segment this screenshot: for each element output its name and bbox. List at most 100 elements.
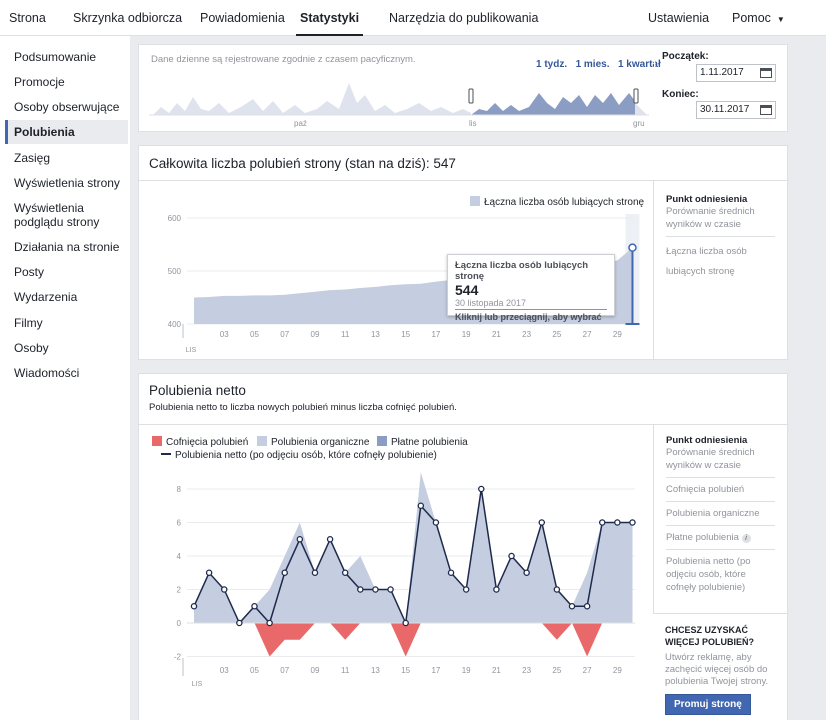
timeline-label-dec: gru [633,119,645,128]
x-tick-label: 29 [613,330,622,339]
legend-label-organic: Polubienia organiczne [271,437,370,448]
sidebar-item-reach[interactable]: Zasięg [14,151,51,165]
range-1-month-link[interactable]: 1 mies. [575,59,610,70]
calendar-icon[interactable] [760,105,772,115]
benchmark-metric-unlikes[interactable]: Cofnięcia polubień [666,484,745,495]
net-likes-point [387,586,394,593]
x-tick-label: 21 [492,666,501,675]
legend-unlikes[interactable]: Cofnięcia polubień [152,436,248,448]
calendar-icon[interactable] [760,68,772,78]
sidebar-item-promotions[interactable]: Promocje [14,75,65,89]
timeline-label-nov: lis [469,119,477,128]
timeline-selected-area [471,93,635,115]
x-tick-label: 17 [431,330,440,339]
tab-strona[interactable]: Strona [9,11,46,25]
x-tick-label: 09 [311,666,320,675]
y-tick-label: 6 [177,519,182,528]
net-likes-point [432,519,440,526]
net-likes-point [296,536,304,543]
end-date-field[interactable]: 30.11.2017 [696,101,776,119]
timeline-label-oct: paź [294,119,307,128]
benchmark-metric-paid[interactable]: Płatne polubienia i [666,531,775,544]
y-tick-label: 400 [168,320,182,329]
tab-inbox[interactable]: Skrzynka odbiorcza [73,11,183,25]
start-date-label: Początek: [662,51,709,62]
y-tick-label: 4 [177,552,182,561]
x-tick-label: 19 [462,666,471,675]
x-tick-label: 07 [280,330,289,339]
range-1-week-link[interactable]: 1 tydz. [536,59,568,70]
chart-tooltip: Łączna liczba osób lubiących stronę 544 … [447,254,615,322]
timeline-scrubber[interactable] [149,73,649,129]
x-tick-label: 11 [341,330,350,339]
legend-label-paid: Płatne polubienia [391,437,468,448]
benchmark-metric-organic[interactable]: Polubienia organiczne [666,508,760,519]
net-likes-point [508,552,515,560]
sidebar-item-likes[interactable]: Polubienia [5,120,128,144]
range-divider [654,45,655,131]
sidebar-item-summary[interactable]: Podsumowanie [14,50,97,64]
sidebar-item-events[interactable]: Wydarzenia [14,290,78,304]
info-icon[interactable]: i [741,534,751,543]
sidebar-item-messages[interactable]: Wiadomości [14,366,80,380]
quick-range-links: 1 tydz. 1 mies. 1 kwartał [536,54,661,72]
net-likes-chart[interactable]: -2 0 2 4 6 8 03 05 07 09 11 13 15 17 19 21 23 25 27 29 LIS [139,470,652,720]
card-divider [139,424,787,425]
promo-text: Utwórz reklamę, aby zachęcić więcej osób… [665,652,769,687]
total-likes-legend[interactable]: Łączna liczba osób lubiących stronę [470,196,644,208]
x-tick-label: 05 [250,330,259,339]
y-tick-label: 8 [177,485,182,494]
x-tick-label: 03 [220,330,229,339]
x-tick-label: 11 [341,666,350,675]
net-likes-point [478,485,485,493]
benchmark-separator [666,501,775,502]
help-menu[interactable]: Pomoc ▼ [732,0,785,36]
tooltip-title: Łączna liczba osób lubiących stronę [455,260,589,282]
sidebar-item-people[interactable]: Osoby [14,341,49,355]
tab-notifications[interactable]: Powiadomienia [200,11,285,25]
sidebar-item-page-previews[interactable]: Wyświetlenia podglądu strony [14,201,100,229]
selected-point [628,243,637,252]
net-likes-point [568,602,576,610]
net-likes-point [341,569,349,577]
timeline-start-handle[interactable] [468,88,474,104]
sidebar-item-posts[interactable]: Posty [14,265,45,279]
timezone-note: Dane dzienne są rejestrowane zgodnie z c… [151,54,416,65]
range-1-quarter-link[interactable]: 1 kwartał [617,59,661,70]
net-likes-point [553,586,561,593]
tab-statistics[interactable]: Statystyki [296,0,364,36]
sidebar-item-page-views[interactable]: Wyświetlenia strony [14,176,120,190]
promote-page-button[interactable]: Promuj stronę [665,694,751,715]
organic-likes-area [194,472,633,623]
x-tick-label: 17 [431,666,440,675]
legend-swatch-organic [257,436,267,446]
timeline-right-area [635,103,647,115]
tab-publishing-tools[interactable]: Narzędzia do publikowania [389,11,539,25]
net-likes-point [523,569,530,577]
tooltip-hint: Kliknij lub przeciągnij, aby wybrać [455,312,602,322]
start-date-field[interactable]: 1.11.2017 [696,64,776,82]
net-benchmark-panel: Punkt odniesienia Porównanie średnich wy… [653,425,787,614]
net-likes-point [538,519,546,526]
net-likes-subtitle: Polubienia netto to liczba nowych polubi… [149,402,457,413]
legend-swatch-paid [377,436,387,446]
tooltip-value: 544 [455,282,479,298]
settings-link[interactable]: Ustawienia [648,11,710,25]
promo-box: CHCESZ UZYSKAĆ WIĘCEJ POLUBIEŃ? Utwórz r… [653,613,787,720]
net-likes-point [190,602,198,610]
benchmark-metric-paid-label: Płatne polubienia [666,532,739,543]
benchmark-metric-total[interactable]: Łączna liczba osób lubiących stronę [666,246,747,277]
legend-swatch-net [161,453,171,455]
legend-net[interactable]: Polubienia netto (po odjęciu osób, które… [161,450,437,461]
y-tick-label: 0 [177,619,182,628]
sidebar-item-followers[interactable]: Osoby obserwujące [14,100,120,114]
timeline-end-handle[interactable] [633,88,639,104]
x-tick-label: 03 [220,666,229,675]
x-axis-start-label: LIS [186,347,197,354]
legend-organic[interactable]: Polubienia organiczne [257,436,369,448]
sidebar-item-actions[interactable]: Działania na stronie [14,240,120,254]
benchmark-metric-net[interactable]: Polubienia netto (po odjęciu osób, które… [666,556,751,593]
promo-title: CHCESZ UZYSKAĆ WIĘCEJ POLUBIEŃ? [665,625,755,647]
legend-paid[interactable]: Płatne polubienia [377,436,468,448]
sidebar-item-videos[interactable]: Filmy [14,316,43,330]
